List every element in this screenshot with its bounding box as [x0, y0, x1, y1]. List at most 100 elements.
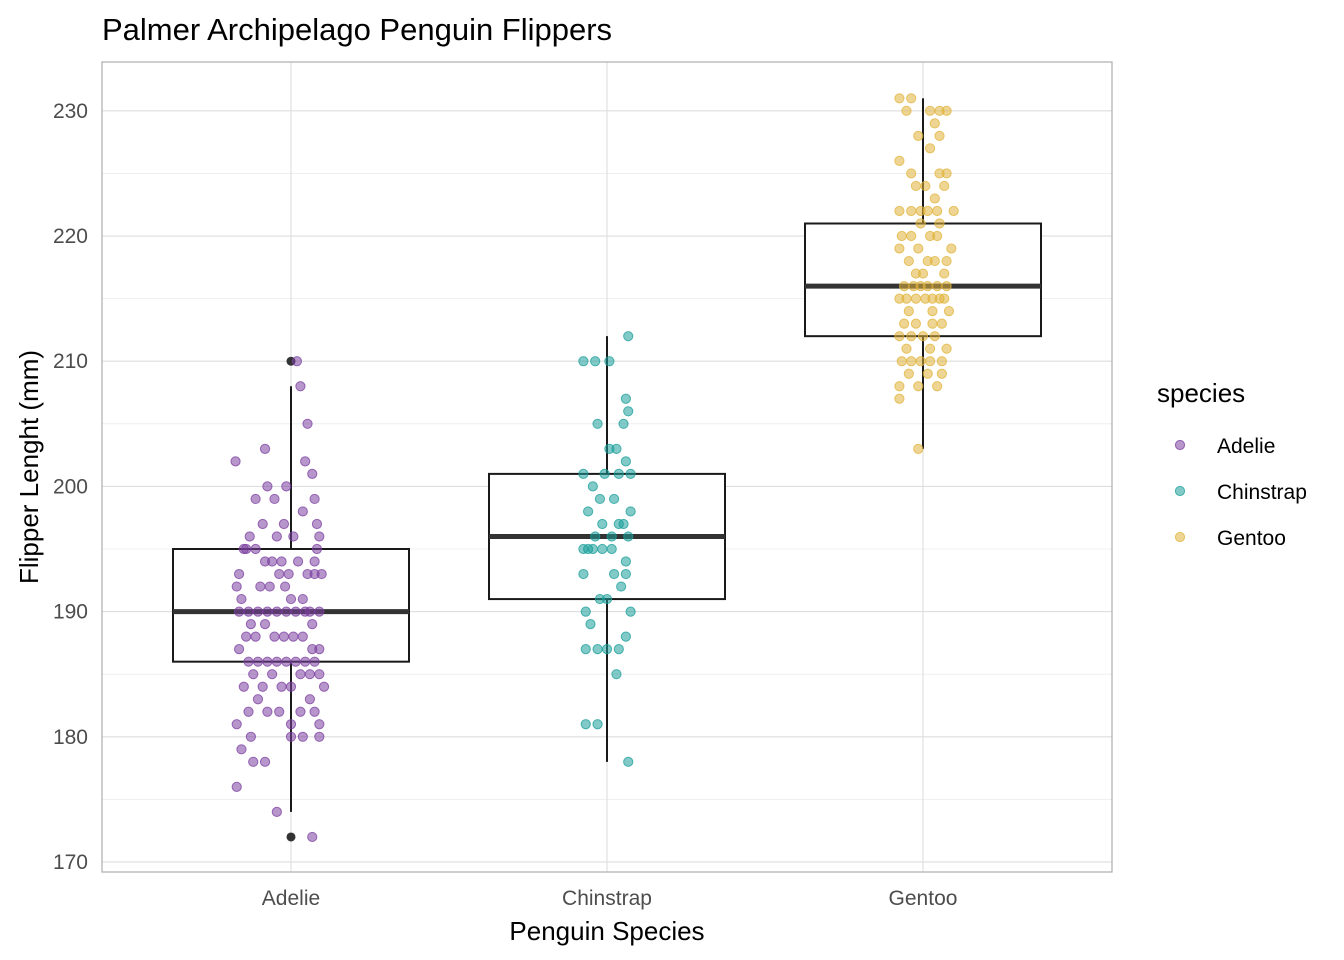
- y-axis-title: Flipper Lenght (mm): [14, 350, 44, 584]
- jitter-point-gentoo: [913, 243, 924, 254]
- jitter-point-chinstrap: [625, 506, 636, 517]
- jitter-point-gentoo: [901, 293, 912, 304]
- jitter-point-chinstrap: [620, 631, 631, 642]
- jitter-point-chinstrap: [611, 443, 622, 454]
- jitter-point-gentoo: [941, 343, 952, 354]
- jitter-point-chinstrap: [620, 456, 631, 467]
- jitter-point-adelie: [271, 606, 282, 617]
- jitter-point-gentoo: [910, 293, 922, 304]
- jitter-point-adelie: [283, 568, 294, 580]
- jitter-point-adelie: [259, 756, 271, 767]
- jitter-point-adelie: [309, 493, 320, 505]
- jitter-point-chinstrap: [592, 719, 603, 730]
- jitter-point-gentoo: [915, 218, 926, 229]
- panel-border: [101, 61, 1113, 873]
- jitter-point-chinstrap: [613, 644, 624, 655]
- jitter-point-adelie: [297, 593, 308, 605]
- jitter-point-adelie: [280, 581, 291, 592]
- jitter-point-adelie: [231, 719, 242, 730]
- jitter-point-adelie: [243, 706, 254, 717]
- y-tick-label: 210: [53, 350, 88, 373]
- jitter-point-chinstrap: [623, 531, 634, 542]
- jitter-point-adelie: [245, 619, 256, 630]
- jitter-point-chinstrap: [604, 356, 615, 367]
- jitter-point-gentoo: [929, 118, 940, 129]
- jitter-point-chinstrap: [578, 543, 589, 555]
- jitter-point-gentoo: [946, 243, 957, 254]
- jitter-point-adelie: [230, 456, 241, 467]
- jitter-point-adelie: [262, 706, 273, 717]
- jitter-point-gentoo: [939, 268, 950, 279]
- legend-label: Adelie: [1217, 435, 1275, 458]
- jitter-point-gentoo: [894, 93, 905, 104]
- jitter-point-gentoo: [906, 356, 917, 367]
- jitter-point-adelie: [297, 506, 308, 517]
- jitter-point-gentoo: [934, 218, 945, 229]
- jitter-point-adelie: [309, 706, 320, 717]
- jitter-point-chinstrap: [623, 756, 634, 767]
- jitter-point-adelie: [244, 531, 255, 542]
- jitter-point-gentoo: [915, 356, 926, 367]
- jitter-point-adelie: [231, 781, 242, 792]
- jitter-point-gentoo: [932, 205, 943, 217]
- jitter-point-adelie: [307, 619, 318, 630]
- jitter-point-gentoo: [906, 205, 917, 217]
- jitter-point-chinstrap: [580, 719, 591, 730]
- jitter-point-chinstrap: [613, 468, 624, 479]
- jitter-point-gentoo: [906, 331, 917, 342]
- jitter-point-adelie: [238, 681, 249, 692]
- jitter-point-adelie: [255, 581, 266, 592]
- jitter-point-adelie: [233, 606, 245, 617]
- jitter-point-chinstrap: [592, 644, 603, 655]
- legend-label: Gentoo: [1217, 527, 1286, 550]
- jitter-point-adelie: [297, 731, 308, 742]
- jitter-point-gentoo: [910, 268, 922, 279]
- legend-key: [1174, 439, 1186, 451]
- jitter-point-chinstrap: [599, 468, 610, 479]
- jitter-point-gentoo: [903, 255, 914, 267]
- plot-panel: [101, 61, 1113, 873]
- jitter-point-chinstrap: [625, 606, 636, 617]
- jitter-point-gentoo: [910, 180, 922, 192]
- jitter-point-adelie: [311, 543, 323, 555]
- jitter-point-gentoo: [932, 381, 943, 392]
- x-tick-label: Chinstrap: [562, 887, 652, 910]
- jitter-point-adelie: [252, 694, 264, 705]
- jitter-point-adelie: [311, 518, 323, 530]
- jitter-point-gentoo: [906, 93, 917, 104]
- jitter-point-adelie: [231, 581, 242, 592]
- jitter-point-gentoo: [896, 230, 907, 242]
- jitter-point-adelie: [314, 719, 325, 730]
- jitter-point-adelie: [233, 644, 245, 655]
- jitter-point-chinstrap: [578, 468, 589, 479]
- jitter-point-gentoo: [899, 280, 910, 292]
- jitter-point-adelie: [307, 644, 318, 655]
- jitter-point-gentoo: [913, 130, 924, 141]
- y-tick-label: 170: [53, 851, 88, 874]
- jitter-point-adelie: [243, 606, 254, 617]
- jitter-point-adelie: [259, 556, 271, 567]
- jitter-point-chinstrap: [585, 619, 596, 630]
- jitter-point-adelie: [236, 744, 247, 755]
- jitter-point-gentoo: [910, 318, 922, 329]
- jitter-point-adelie: [302, 568, 313, 580]
- jitter-point-adelie: [269, 493, 280, 505]
- jitter-point-adelie: [250, 543, 261, 555]
- jitter-point-gentoo: [922, 205, 933, 217]
- jitter-point-adelie: [241, 543, 252, 555]
- jitter-point-adelie: [236, 593, 247, 605]
- jitter-point-gentoo: [929, 331, 940, 342]
- jitter-point-chinstrap: [597, 518, 608, 530]
- jitter-point-adelie: [278, 518, 290, 530]
- jitter-point-chinstrap: [580, 644, 591, 655]
- jitter-point-chinstrap: [623, 406, 634, 417]
- jitter-point-gentoo: [920, 180, 931, 192]
- jitter-point-gentoo: [941, 255, 952, 267]
- jitter-point-adelie: [276, 681, 287, 692]
- jitter-point-chinstrap: [611, 669, 622, 680]
- jitter-point-gentoo: [943, 306, 955, 317]
- jitter-point-gentoo: [934, 130, 945, 141]
- jitter-point-adelie: [276, 556, 287, 567]
- jitter-point-chinstrap: [620, 556, 631, 567]
- jitter-point-adelie: [243, 656, 254, 667]
